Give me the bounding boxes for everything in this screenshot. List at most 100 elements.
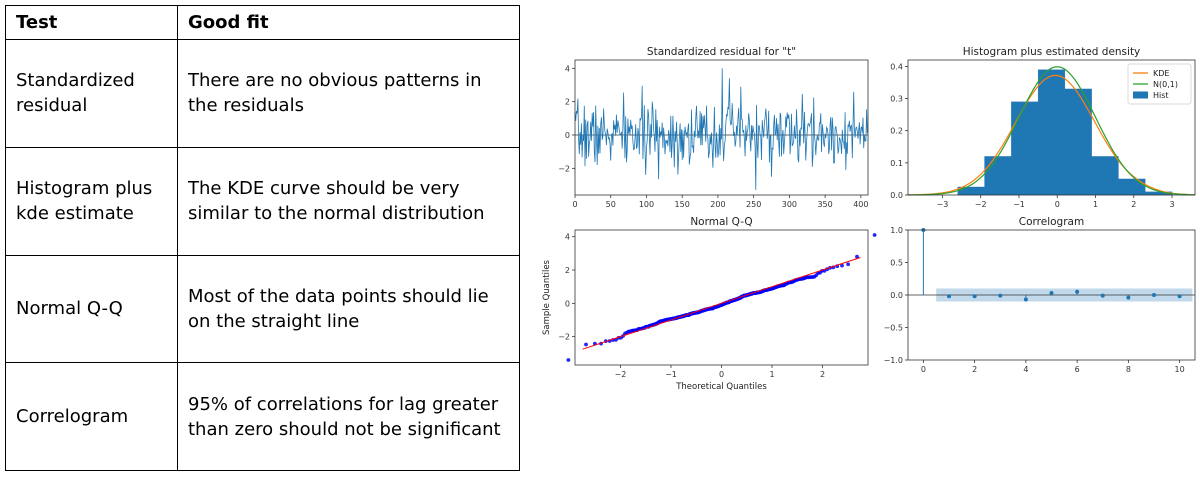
x-tick-label: 100 xyxy=(639,200,654,209)
y-tick-label: 2 xyxy=(565,98,570,107)
qq-point xyxy=(846,262,850,267)
qq-point xyxy=(584,342,588,347)
chart-title: Histogram plus estimated density xyxy=(963,46,1141,58)
acf-marker xyxy=(947,294,951,299)
x-tick-label: 1 xyxy=(1093,200,1098,209)
good-fit-table: Test Good fit Standardized residual Ther… xyxy=(5,5,520,471)
y-tick-label: −1.0 xyxy=(884,356,903,365)
y-tick-label: 0.4 xyxy=(890,62,903,71)
y-tick-label: 0.3 xyxy=(890,95,903,104)
acf-marker xyxy=(998,293,1003,298)
x-tick-label: 150 xyxy=(675,200,690,209)
chart-title: Normal Q-Q xyxy=(690,216,752,228)
acf-marker xyxy=(1126,295,1131,300)
acf-marker xyxy=(1177,294,1182,299)
x-tick-label: −2 xyxy=(615,370,627,379)
x-tick-label: 0 xyxy=(921,365,926,374)
chart-panel-2: Normal Q-Q −2 −1 0 1 2 −2 0 2 4 Theoretical Quanti… xyxy=(542,216,877,392)
qq-point xyxy=(840,263,844,268)
histogram-bar xyxy=(1064,88,1092,196)
y-tick-label: −2 xyxy=(558,164,570,173)
x-tick-label: 250 xyxy=(746,200,761,209)
legend-label: KDE xyxy=(1153,69,1169,78)
y-tick-label: 0.0 xyxy=(890,291,903,300)
legend: KDE N(0,1) Hist xyxy=(1127,63,1192,105)
x-tick-label: 0 xyxy=(719,370,724,379)
histogram-bar xyxy=(1118,178,1146,196)
chart-panel-0: Standardized residual for "t"0 50 100 150 20… xyxy=(558,46,868,209)
acf-marker xyxy=(1152,293,1156,297)
x-tick-label: 10 xyxy=(1175,365,1185,374)
x-tick-label: −3 xyxy=(937,200,949,209)
chart-panel-1: Histogram plus estimated density −3 −2 −1 0 1… xyxy=(890,46,1196,209)
y-tick-label: −0.5 xyxy=(884,324,903,333)
y-tick-label: 0 xyxy=(565,299,570,308)
x-tick-label: 1 xyxy=(769,370,774,379)
chart-title: Correlogram xyxy=(1019,216,1084,228)
test-cell: Standardized residual xyxy=(5,39,178,148)
x-tick-label: 350 xyxy=(817,200,832,209)
acf-marker xyxy=(1075,289,1080,294)
plot-frame xyxy=(907,229,1196,361)
normal-line xyxy=(908,66,1195,196)
x-tick-label: 400 xyxy=(853,200,868,209)
test-cell: Correlogram xyxy=(5,362,178,471)
y-tick-label: 0.1 xyxy=(890,159,903,168)
legend-label: N(0,1) xyxy=(1153,80,1178,89)
x-tick-label: 0 xyxy=(572,200,577,209)
qq-reference-line xyxy=(582,257,861,350)
y-tick-label: 0.5 xyxy=(890,259,903,268)
qq-point xyxy=(566,358,571,362)
y-tick-label: 0.0 xyxy=(890,191,903,200)
table-row: Histogram plus kde estimate The KDE curv… xyxy=(5,146,520,256)
qq-point xyxy=(855,254,859,259)
y-tick-label: 4 xyxy=(565,233,570,242)
fit-cell: The KDE curve should be very similar to … xyxy=(177,146,520,256)
histogram-bar xyxy=(957,186,985,196)
histogram-bar xyxy=(1011,101,1039,196)
histogram-bar xyxy=(1091,156,1119,196)
diagnostic-plots: Standardized residual for "t"0 50 100 150 20… xyxy=(542,46,1196,392)
fit-cell: 95% of correlations for lag greater than… xyxy=(177,362,520,471)
header-test: Test xyxy=(5,5,178,40)
residual-series-line xyxy=(574,68,868,191)
histogram-bar xyxy=(984,156,1012,196)
table-row: Correlogram 95% of correlations for lag … xyxy=(5,362,520,471)
x-tick-label: 2 xyxy=(972,365,977,374)
y-tick-label: −2 xyxy=(558,333,570,342)
x-tick-label: 50 xyxy=(606,200,616,209)
plot-frame xyxy=(574,229,869,366)
table-row: Normal Q-Q Most of the data points shoul… xyxy=(5,254,520,364)
chart-title: Standardized residual for "t" xyxy=(647,46,796,58)
histogram-bar xyxy=(1037,69,1066,196)
plot-frame xyxy=(907,59,1196,196)
acf-marker xyxy=(1100,293,1105,298)
x-tick-label: −2 xyxy=(975,200,987,209)
y-tick-label: 0.2 xyxy=(890,127,903,136)
qq-points xyxy=(566,233,877,362)
x-tick-label: −1 xyxy=(665,370,677,379)
x-tick-label: 300 xyxy=(782,200,797,209)
x-tick-label: 4 xyxy=(1023,365,1028,374)
fit-cell: Most of the data points should lie on th… xyxy=(177,254,520,364)
y-tick-label: 2 xyxy=(565,266,570,275)
x-tick-label: 200 xyxy=(710,200,725,209)
y-tick-label: 4 xyxy=(565,64,570,73)
x-tick-label: 2 xyxy=(1131,200,1136,209)
acf-marker xyxy=(1023,297,1028,302)
legend-label: Hist xyxy=(1153,91,1169,100)
x-tick-label: −1 xyxy=(1013,200,1025,209)
legend-swatch xyxy=(1133,91,1148,99)
test-cell: Histogram plus kde estimate xyxy=(5,146,178,256)
y-tick-label: 1.0 xyxy=(890,226,903,235)
table-header-row: Test Good fit xyxy=(5,5,520,40)
y-tick-label: 0 xyxy=(565,131,570,140)
header-good-fit: Good fit xyxy=(177,5,520,40)
kde-line xyxy=(907,74,1195,196)
x-tick-label: 6 xyxy=(1075,365,1080,374)
plot-frame xyxy=(574,59,869,196)
table-row: Standardized residual There are no obvio… xyxy=(5,39,520,148)
acf-marker xyxy=(972,294,977,299)
x-tick-label: 2 xyxy=(820,370,825,379)
x-tick-label: 8 xyxy=(1126,365,1131,374)
